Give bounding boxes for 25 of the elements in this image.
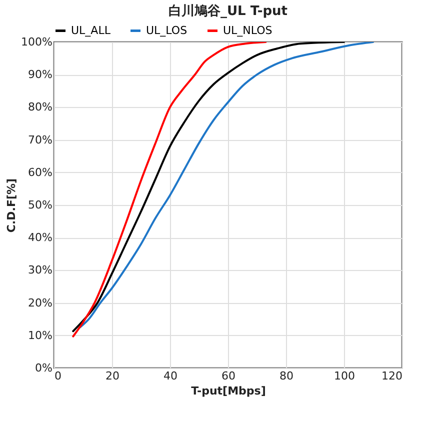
x-tick-label: 60	[222, 370, 236, 382]
legend-label: UL_LOS	[146, 24, 188, 37]
x-tick-label: 0	[54, 370, 62, 382]
y-tick-label: 60%	[28, 166, 52, 179]
line-series	[72, 42, 267, 338]
y-tick-label: 90%	[28, 68, 52, 82]
legend-label: UL_NLOS	[223, 24, 272, 37]
legend-label: UL_ALL	[71, 24, 112, 37]
chart-title: 白川鳩谷_UL T-put	[168, 4, 288, 19]
y-tick-label: 50%	[28, 198, 52, 212]
y-tick-label: 0%	[35, 362, 52, 374]
y-axis-title: C.D.F[%]	[5, 178, 18, 233]
y-tick-label: 70%	[28, 133, 52, 146]
x-tick-label: 100	[334, 370, 355, 382]
y-tick-label: 80%	[28, 100, 52, 114]
y-tick-label: 40%	[28, 231, 52, 244]
y-tick-label: 100%	[21, 36, 52, 48]
y-tick-label: 10%	[28, 328, 52, 342]
x-tick-label: 120	[382, 370, 402, 382]
y-tick-label: 30%	[28, 264, 52, 277]
y-tick-label: 20%	[28, 296, 52, 310]
x-tick-label: 20	[106, 370, 120, 382]
x-tick-label: 80	[280, 370, 294, 382]
x-axis-title: T-put[Mbps]	[191, 384, 266, 398]
x-tick-label: 40	[164, 370, 178, 382]
